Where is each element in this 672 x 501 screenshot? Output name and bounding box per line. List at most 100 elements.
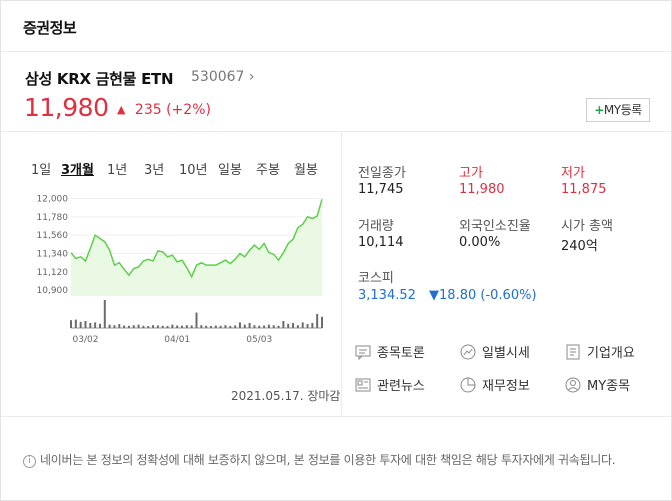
quick-link-label: 관련뉴스 [377,379,425,394]
volume-bar [306,324,309,328]
info-value: 0.00% [459,235,501,250]
info-label: 전일종가 [358,166,406,181]
x-tick-label: 03/02 [73,335,99,345]
volume-bar [123,325,126,328]
quick-link-label: 일별시세 [482,346,530,361]
volume-bar [296,325,299,328]
volume-bar [103,300,106,328]
volume-bar [176,325,179,328]
info-value: 10,114 [358,235,404,250]
disclaimer: i 네이버는 본 정보의 정확성에 대해 보증하지 않으며, 본 정보를 이용한 … [23,452,653,469]
quick-link-label: 종목토론 [377,346,425,361]
volume-bar [74,319,77,328]
period-tab[interactable]: 10년 [179,163,208,178]
current-price: 11,980 [24,93,109,122]
chart-date: 2021.05.17. 장마감 [231,389,341,403]
volume-bar [219,325,222,328]
volume-bar [185,325,188,328]
price-line [70,199,323,279]
info-label: 고가 [459,166,483,181]
divider [1,416,671,417]
volume-bar [272,325,275,328]
quick-link[interactable]: 관련뉴스 [355,375,425,397]
discussion-icon [355,344,371,364]
document-icon [565,344,581,364]
up-arrow-icon: ▲ [117,103,126,116]
volume-bar [127,325,130,328]
period-tab[interactable]: 일봉 [218,163,242,178]
quick-link[interactable]: 종목토론 [355,342,425,364]
stock-code-link[interactable]: 530067 › [191,69,255,85]
info-label: 외국인소진율 [459,219,531,234]
trend-icon [460,344,476,364]
stock-name[interactable]: 삼성 KRX 금현물 ETN [25,70,174,88]
volume-bar [209,326,212,328]
volume-bar [166,326,169,328]
volume-bar [147,326,150,328]
pie-chart-icon [460,377,476,397]
x-tick-label: 04/01 [164,335,190,345]
volume-bar [234,325,237,328]
y-tick-label: 12,000 [37,195,69,205]
quick-link-label: MY종목 [587,379,631,394]
volume-bar [263,325,266,328]
info-label: 시가 총액 [561,219,613,234]
info-value: 11,745 [358,182,404,197]
my-register-button[interactable]: +MY등록 [586,98,650,122]
volume-bar [118,324,121,328]
info-value: 11,875 [561,182,607,197]
y-tick-label: 11,340 [37,250,69,260]
volume-bar [195,312,198,328]
divider [1,131,671,132]
volume-bar [113,325,116,328]
info-value: 11,980 [459,182,505,197]
price-change: ▲ 235 (+2%) [117,102,211,118]
quick-link-label: 기업개요 [587,346,635,361]
quick-link[interactable]: 재무정보 [460,375,530,397]
x-tick-label: 05/03 [246,335,272,345]
volume-bar [98,323,101,328]
price-area-fill [71,199,322,296]
volume-bar [253,325,256,328]
volume-bar [311,322,314,328]
period-tab[interactable]: 1일 [31,163,52,178]
volume-bar [84,321,87,328]
news-icon [355,377,371,397]
volume-bar [132,325,135,328]
volume-bar [142,325,145,328]
volume-bar [152,325,155,328]
quick-link[interactable]: MY종목 [565,375,630,397]
volume-bar [238,322,241,328]
volume-bar [277,325,280,328]
price-change-value: 235 (+2%) [134,102,211,118]
card-header: 증권정보 [1,1,671,52]
volume-bar [214,325,217,328]
kospi-change: 18.80 (-0.60%) [439,288,537,303]
stock-code: 530067 [191,69,245,85]
volume-bar [224,325,227,328]
disclaimer-text: 네이버는 본 정보의 정확성에 대해 보증하지 않으며, 본 정보를 이용한 투… [40,453,616,467]
volume-bar [89,322,92,328]
period-tab[interactable]: 월봉 [294,163,318,178]
info-label: 거래량 [358,219,394,234]
volume-bar [258,325,261,328]
volume-bar [243,324,246,328]
volume-bar [171,324,174,328]
quick-link[interactable]: 일별시세 [460,342,530,364]
volume-bar [70,320,72,328]
volume-bar [316,314,319,328]
period-tab[interactable]: 3년 [144,163,165,178]
period-tab[interactable]: 1년 [107,163,128,178]
volume-bar [181,325,184,328]
volume-bar [94,322,97,328]
volume-bar [287,323,290,328]
volume-bar [248,322,251,328]
card-title: 증권정보 [23,19,77,37]
info-icon: i [23,455,36,468]
volume-bar [190,325,193,328]
period-tab[interactable]: 주봉 [256,163,280,178]
quick-link[interactable]: 기업개요 [565,342,635,364]
down-arrow-icon: ▼ [429,288,440,303]
period-tab[interactable]: 3개월 [61,163,94,178]
